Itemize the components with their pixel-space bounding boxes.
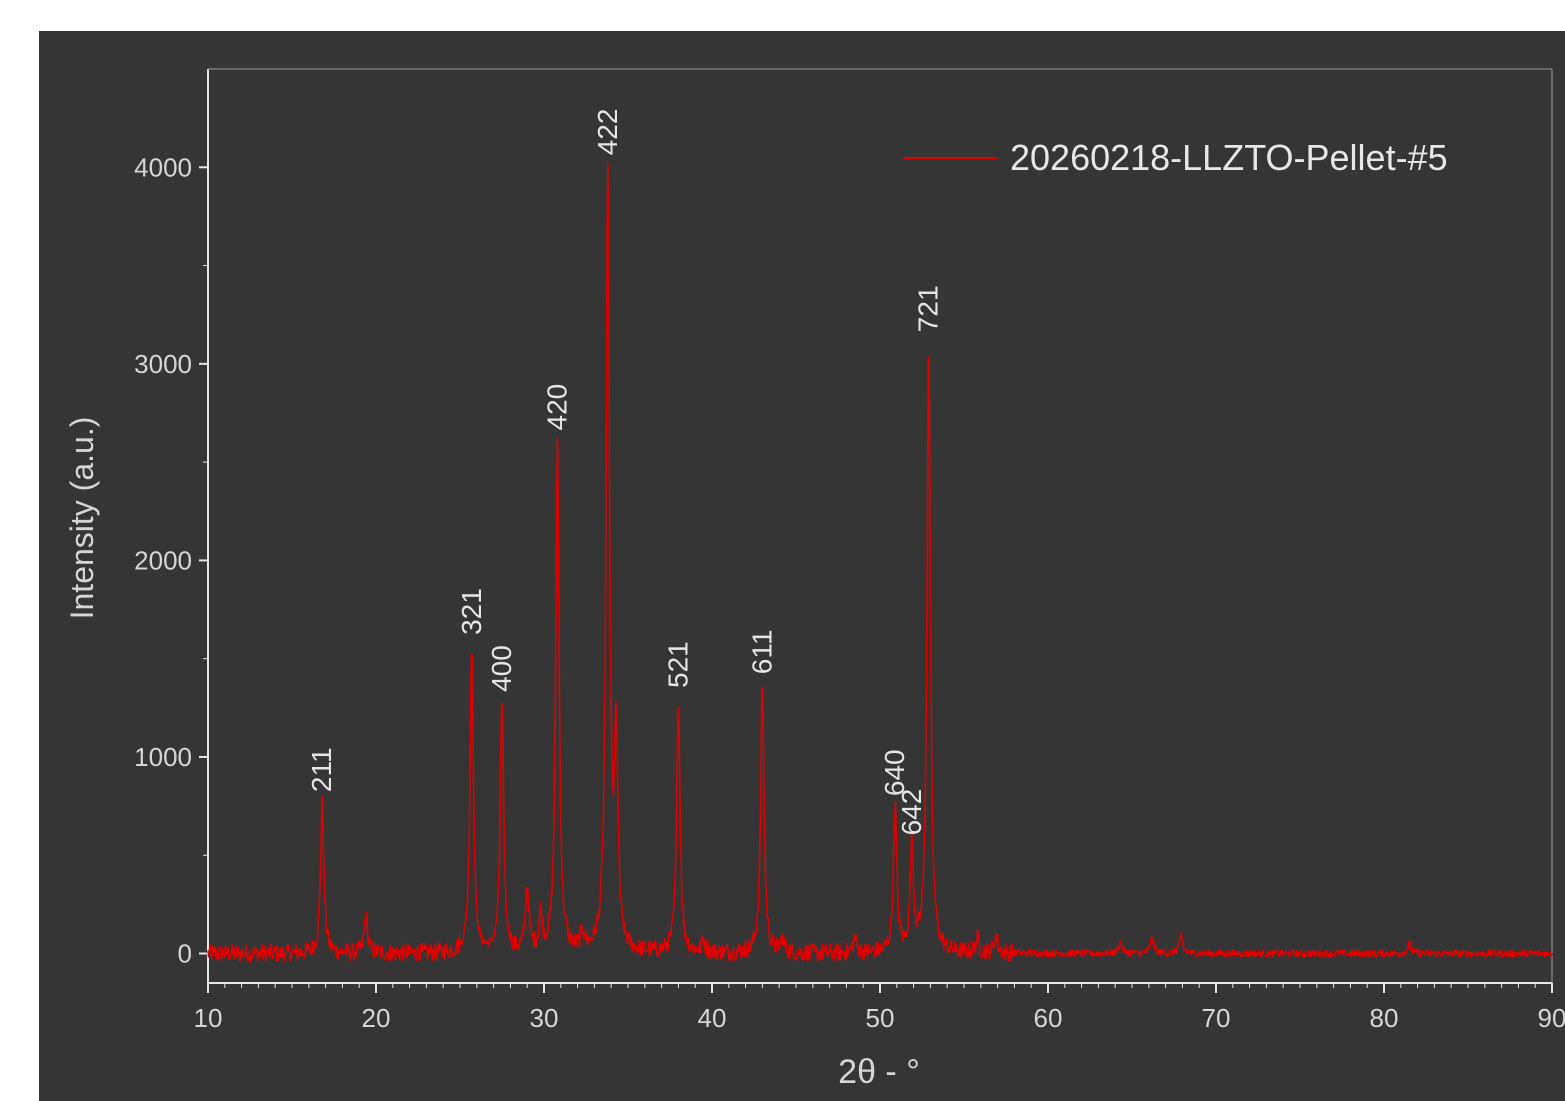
y-tick-label: 4000: [134, 152, 192, 182]
peak-label: 640: [879, 749, 910, 796]
x-axis-title: 2θ - °: [838, 1053, 920, 1091]
x-tick-label: 70: [1202, 1003, 1231, 1033]
y-tick-label: 0: [178, 939, 192, 969]
x-tick-label: 60: [1034, 1003, 1063, 1033]
peak-label: 420: [541, 384, 572, 431]
x-tick-label: 40: [698, 1003, 727, 1033]
x-tick-label: 10: [194, 1003, 223, 1033]
legend: 20260218-LLZTO-Pellet-#5: [903, 137, 1448, 178]
series-line: [207, 162, 1553, 963]
plot-panel: 10 20 30 40 50 60 70 80 90 0 1000 2000 3000 4000 211 3…: [39, 31, 1565, 1101]
peak-label: 400: [486, 645, 517, 692]
y-axis-title: Intensity (a.u.): [64, 417, 100, 620]
peak-label: 321: [456, 588, 487, 635]
x-tick-label: 80: [1370, 1003, 1399, 1033]
x-tick-label: 30: [530, 1003, 559, 1033]
peak-label: 611: [746, 630, 777, 675]
peak-label: 642: [896, 789, 927, 836]
x-tick-label: 90: [1538, 1003, 1565, 1033]
x-tick-label: 20: [362, 1003, 391, 1033]
peak-label: 521: [662, 641, 693, 688]
y-tick-label: 2000: [134, 545, 192, 575]
peak-label: 721: [913, 285, 944, 332]
x-tick-label: 50: [866, 1003, 895, 1033]
peak-label: 211: [306, 747, 337, 792]
legend-label: 20260218-LLZTO-Pellet-#5: [1010, 137, 1448, 178]
y-tick-label: 3000: [134, 349, 192, 379]
y-tick-label: 1000: [134, 742, 192, 772]
xrd-chart: 10 20 30 40 50 60 70 80 90 0 1000 2000 3000 4000 211 3…: [64, 68, 1565, 1091]
peak-label: 422: [592, 109, 623, 156]
